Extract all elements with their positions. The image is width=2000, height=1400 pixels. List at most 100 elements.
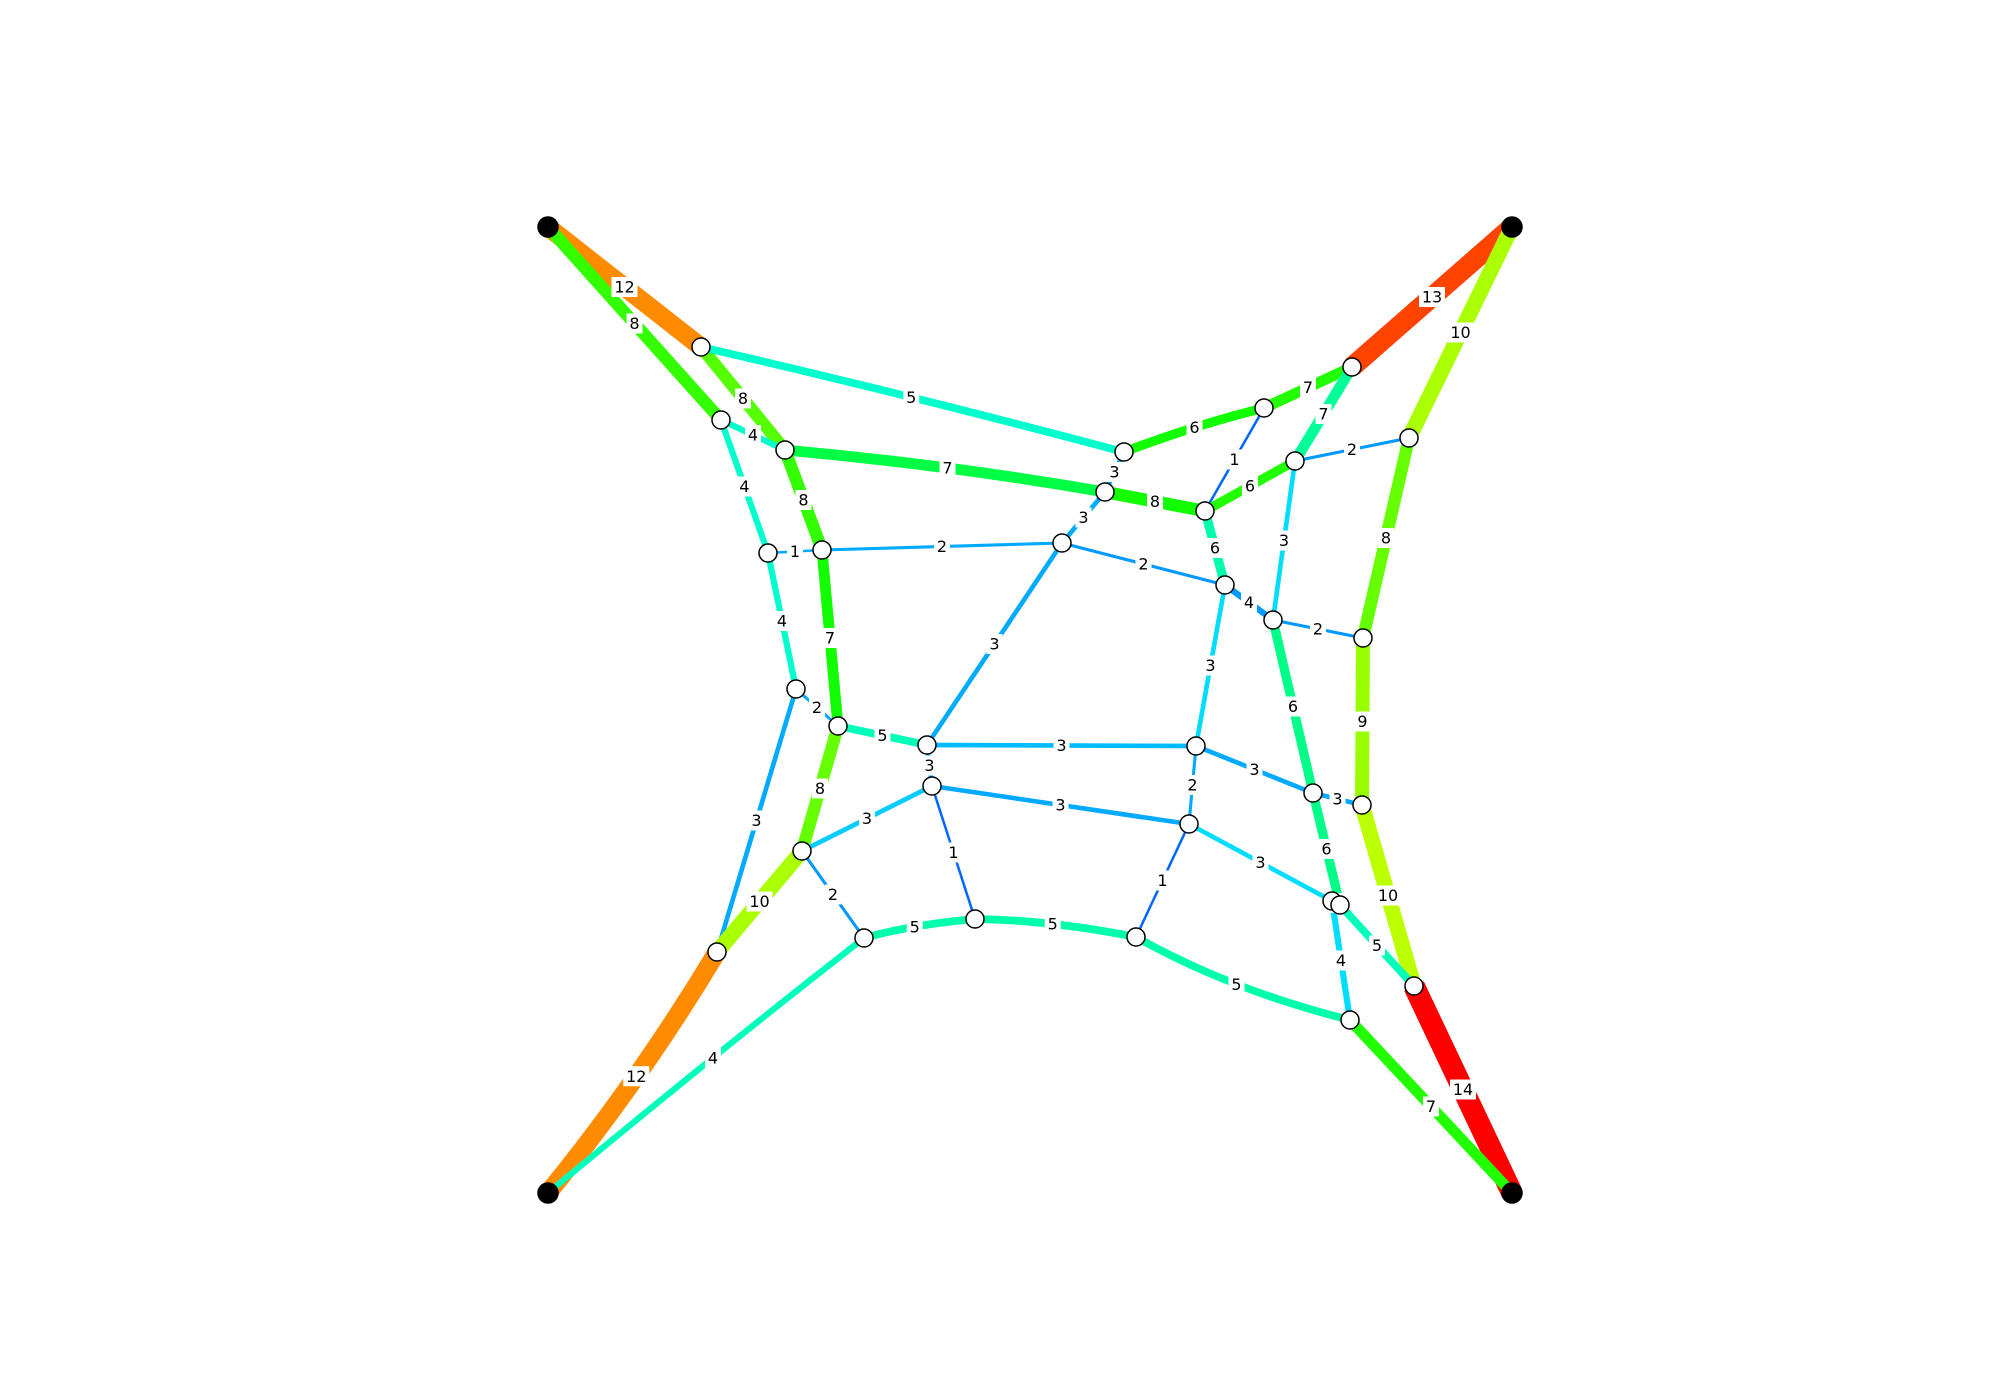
node-n11: [829, 717, 847, 735]
edge-label-n5-n10: 2: [934, 537, 950, 557]
edge-weight-label: 4: [1336, 951, 1346, 970]
edge-weight-label: 3: [1205, 656, 1215, 675]
edge-label-n5-n11: 7: [822, 628, 838, 648]
node-n24: [708, 943, 726, 961]
node-n31: [966, 910, 984, 928]
edge-weight-label: 10: [1450, 323, 1470, 342]
edge-weight-label: 14: [1453, 1080, 1473, 1099]
edge-label-n25-n26: 2: [825, 885, 841, 905]
edge-label-n10-n15: 2: [1136, 554, 1152, 574]
edge-label-n3-n8: 7: [940, 458, 956, 478]
edge-label-n6-n8: 3: [1107, 462, 1123, 482]
node-n25: [793, 842, 811, 860]
edge-label-n12-n15: 6: [1207, 538, 1223, 558]
edge-weight-label: 4: [777, 612, 787, 631]
edge-label-n3-n5: 8: [796, 490, 812, 510]
edge-label-n17-n23: 9: [1355, 712, 1371, 732]
edge-label-n28-n34: 4: [1333, 951, 1349, 971]
edge-label-TL-n2: 8: [627, 314, 643, 334]
edge-weight-label: 7: [1303, 378, 1313, 397]
node-n16: [1264, 611, 1282, 629]
edge-weight-label: 6: [1245, 477, 1255, 496]
edge-weight-label: 5: [906, 388, 916, 407]
edge-label-n9-n11: 2: [809, 698, 825, 718]
edge-weight-label: 12: [614, 278, 634, 297]
edge-label-n21-n22: 3: [1247, 760, 1263, 780]
edge-label-TRa-n13: 7: [1316, 404, 1332, 424]
node-n8: [1096, 483, 1114, 501]
edge-weight-label: 4: [1244, 593, 1254, 612]
edge-weight-label: 12: [626, 1067, 646, 1086]
edge-label-n7-TRa: 7: [1300, 378, 1316, 398]
edge-weight-label: 6: [1210, 539, 1220, 558]
edge-label-n23-n30: 10: [1375, 886, 1401, 906]
edge-label-n20-n31: 1: [946, 843, 962, 863]
edge-label-n34-BR: 7: [1423, 1097, 1439, 1117]
edge-weight-label: 7: [1318, 405, 1328, 424]
anchor-node-TL: [538, 217, 558, 237]
edge-label-n31-n33: 5: [1045, 914, 1061, 934]
edge-weight-label: 3: [1332, 790, 1342, 809]
edge-label-n15-n21: 3: [1203, 656, 1219, 676]
edge-label-n29-n30: 5: [1369, 936, 1385, 956]
edge-weight-label: 3: [1249, 760, 1259, 779]
edge-label-n26-n31: 5: [907, 917, 923, 937]
edge-label-n4-n5: 1: [787, 542, 803, 562]
edge-weight-label: 3: [751, 811, 761, 830]
edge-weight-label: 1: [1229, 450, 1239, 469]
node-n9: [787, 680, 805, 698]
edge-weight-label: 5: [877, 726, 887, 745]
edge-weight-label: 8: [738, 389, 748, 408]
node-n7: [1255, 399, 1273, 417]
node-n15: [1216, 576, 1234, 594]
node-n29: [1331, 896, 1349, 914]
edge-weight-label: 2: [1347, 440, 1357, 459]
edge-label-n24-BL: 12: [623, 1066, 649, 1086]
edge-label-n30-BR: 14: [1450, 1080, 1476, 1100]
edge-label-n11-n25: 8: [812, 779, 828, 799]
node-n21: [1187, 737, 1205, 755]
edge-weight-label: 1: [790, 542, 800, 561]
edge-label-n20-n25: 3: [859, 809, 875, 829]
edge-label-n14-n17: 8: [1378, 528, 1394, 548]
edge-weight-label: 2: [1138, 555, 1148, 574]
edge-label-TL-n1: 12: [612, 277, 638, 297]
edge-weight-label: 8: [1150, 492, 1160, 511]
edge-label-n2-n4: 4: [737, 477, 753, 497]
edge-weight-label: 4: [739, 477, 749, 496]
nodes-layer: [538, 217, 1522, 1203]
node-n30: [1405, 977, 1423, 995]
edge-label-n4-n9: 4: [774, 611, 790, 631]
edge-label-n13-n14: 2: [1344, 440, 1360, 460]
node-n26: [855, 929, 873, 947]
edge-label-n1-n6: 5: [903, 387, 919, 407]
edge-weight-label: 2: [812, 698, 822, 717]
edge-label-TR-n14: 10: [1448, 323, 1474, 343]
edge-label-n12-n13: 6: [1242, 476, 1258, 496]
node-n13: [1286, 452, 1304, 470]
edge-weight-label: 10: [1378, 886, 1398, 905]
edge-weight-label: 8: [798, 491, 808, 510]
edge-weight-label: 10: [749, 892, 769, 911]
edge-weight-label: 7: [825, 629, 835, 648]
edge-weight-label: 8: [815, 779, 825, 798]
anchor-node-TR: [1502, 217, 1522, 237]
edge-label-n8-n12: 8: [1147, 492, 1163, 512]
edge-label-n6-n7: 6: [1187, 418, 1203, 438]
edge-weight-label: 1: [948, 843, 958, 862]
edge-label-n27-n33: 1: [1155, 871, 1171, 891]
edge-label-n33-n34: 5: [1229, 974, 1245, 994]
edge-weight-label: 6: [1321, 840, 1331, 859]
edge-weight-label: 3: [1109, 463, 1119, 482]
edge-weight-label: 5: [1231, 975, 1241, 994]
edge-weight-label: 5: [1372, 936, 1382, 955]
edge-weight-label: 7: [1426, 1097, 1436, 1116]
edge-label-n19-n20: 3: [922, 756, 938, 776]
node-n19: [918, 736, 936, 754]
edge-label-n25-n24: 10: [747, 892, 773, 912]
edge-label-n9-n24: 3: [749, 811, 765, 831]
edge-weight-label: 4: [708, 1048, 718, 1067]
node-n17: [1354, 629, 1372, 647]
node-n2: [712, 411, 730, 429]
node-n3: [776, 441, 794, 459]
